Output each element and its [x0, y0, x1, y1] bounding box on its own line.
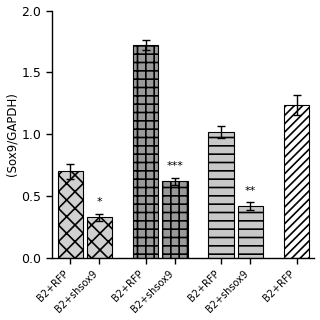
Text: *: *: [97, 197, 102, 207]
Bar: [133, 45, 158, 258]
Bar: [208, 132, 234, 258]
Text: ***: ***: [166, 161, 183, 172]
Bar: [162, 181, 188, 258]
Text: **: **: [245, 186, 256, 196]
Bar: [238, 206, 263, 258]
Bar: [58, 172, 83, 258]
Bar: [87, 217, 112, 258]
Y-axis label: (Sox9/GAPDH): (Sox9/GAPDH): [5, 92, 19, 176]
Bar: [284, 105, 309, 258]
